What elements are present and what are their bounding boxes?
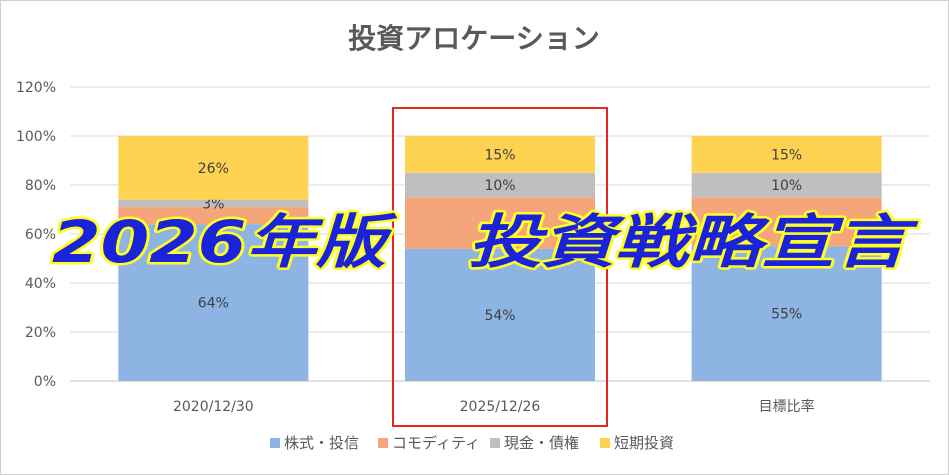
data-label: 55%	[771, 307, 802, 323]
data-label: 64%	[198, 296, 229, 312]
bar-segment	[405, 172, 595, 198]
x-tick-label: 目標比率	[759, 398, 815, 415]
bars: 64% 3% 26% 54% 10% 15% 55% 10% 15%	[118, 136, 882, 381]
x-axis: 2020/12/30 2025/12/26 目標比率	[173, 398, 815, 415]
legend-swatch	[600, 438, 610, 448]
data-label: 10%	[771, 178, 802, 194]
data-label: 10%	[484, 178, 515, 194]
bar-segment	[118, 136, 309, 200]
data-label: 26%	[198, 161, 229, 177]
data-label: 15%	[484, 147, 515, 163]
y-tick-label: 40%	[25, 276, 56, 292]
legend: 株式・投信 コモディティ 現金・債権 短期投資	[270, 434, 674, 452]
bar-segment	[405, 197, 595, 249]
highlight-rect	[392, 107, 608, 427]
bar-segment	[691, 136, 882, 173]
x-tick-label: 2020/12/30	[173, 399, 254, 415]
data-label: 3%	[202, 196, 224, 212]
y-tick-label: 0%	[34, 374, 56, 390]
banner-text: 投資戦略宣言	[468, 208, 919, 276]
bar-segment	[405, 248, 595, 381]
bar-segment	[118, 207, 309, 225]
legend-label: コモディティ	[392, 434, 480, 452]
bar-segment	[405, 136, 595, 173]
y-tick-label: 80%	[25, 178, 56, 194]
y-tick-label: 20%	[25, 325, 56, 341]
bar-segment	[691, 172, 882, 198]
data-label: 15%	[771, 147, 802, 163]
legend-label: 短期投資	[614, 434, 674, 452]
legend-label: 現金・債権	[504, 434, 579, 452]
y-tick-label: 100%	[16, 129, 56, 145]
highlight-box	[392, 107, 608, 427]
bar-segment	[691, 246, 882, 381]
bar-segment	[118, 199, 309, 208]
bar-segment	[691, 197, 882, 247]
y-axis: 0% 20% 40% 60% 80% 100% 120%	[16, 80, 56, 390]
bar-segment	[118, 224, 309, 381]
chart-title: 投資アロケーション	[348, 22, 599, 55]
x-tick-label: 2025/12/26	[460, 399, 541, 415]
y-tick-label: 120%	[16, 80, 56, 96]
legend-label: 株式・投信	[284, 434, 359, 452]
banner-text: 2026年版	[52, 208, 398, 276]
legend-swatch	[378, 438, 388, 448]
legend-swatch	[490, 438, 500, 448]
overlay-banner: 2026年版 投資戦略宣言	[50, 206, 922, 279]
legend-swatch	[270, 438, 280, 448]
data-label: 54%	[484, 308, 515, 324]
y-tick-label: 60%	[25, 227, 56, 243]
